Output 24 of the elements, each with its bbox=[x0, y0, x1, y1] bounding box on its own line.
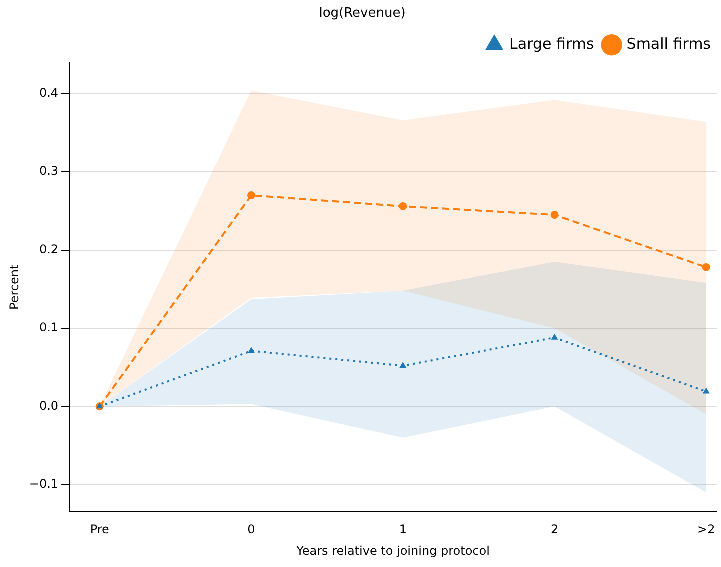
legend-label: Small firms bbox=[626, 34, 712, 53]
point bbox=[400, 362, 407, 368]
point bbox=[550, 211, 559, 220]
point bbox=[702, 388, 710, 394]
x-tick-label: 1 bbox=[399, 522, 407, 537]
y-tick-label: 0.2 bbox=[39, 242, 59, 256]
y-tick-label: 0.4 bbox=[39, 86, 59, 100]
point bbox=[248, 347, 255, 354]
y-tick-label: −0.1 bbox=[29, 476, 59, 491]
chart-title: log(Revenue) bbox=[319, 6, 406, 22]
y-axis-title: Percent bbox=[7, 264, 22, 310]
y-tick-label: 0.0 bbox=[39, 398, 59, 413]
point bbox=[702, 263, 710, 272]
x-tick-label: >2 bbox=[698, 522, 716, 537]
point bbox=[551, 334, 558, 340]
y-tick-label: 0.1 bbox=[39, 320, 59, 335]
x-tick-label: Pre bbox=[90, 522, 110, 537]
x-tick-label: 0 bbox=[248, 522, 256, 537]
y-tick-label: 0.3 bbox=[39, 164, 59, 178]
x-tick-label: 2 bbox=[550, 522, 559, 537]
legend-label: Large firms bbox=[510, 34, 594, 53]
point bbox=[399, 202, 408, 210]
x-axis-title: Years relative to joining protocol bbox=[296, 544, 490, 558]
point bbox=[247, 192, 256, 200]
